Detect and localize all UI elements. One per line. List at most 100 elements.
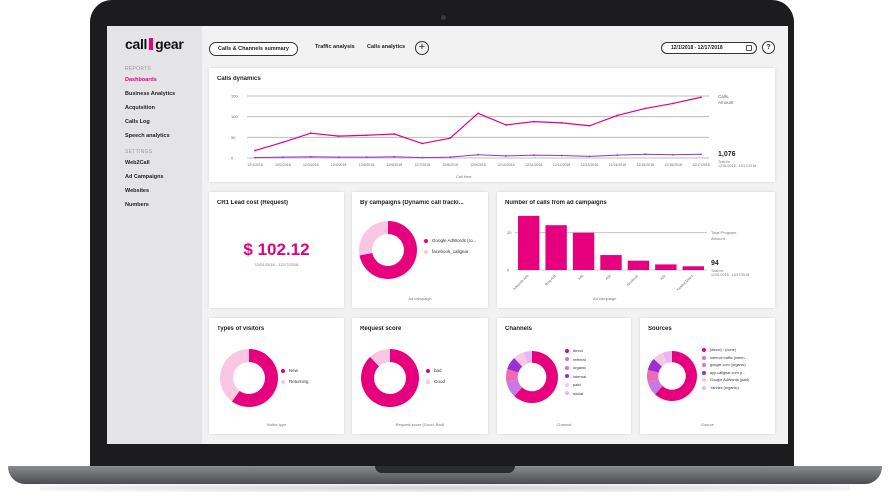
donut-slice[interactable]: [507, 358, 523, 373]
data-point[interactable]: [532, 120, 535, 123]
data-point[interactable]: [588, 155, 591, 158]
data-point[interactable]: [700, 153, 702, 156]
donut-slice[interactable]: [523, 351, 532, 364]
donut-slice[interactable]: [220, 349, 249, 402]
sidebar-item-speech-analytics[interactable]: Speech analytics: [125, 133, 170, 139]
logo-text-right: gear: [155, 36, 184, 52]
bar[interactable]: [572, 232, 595, 270]
data-point[interactable]: [616, 154, 619, 157]
data-point[interactable]: [616, 114, 619, 117]
bar[interactable]: [518, 215, 540, 270]
tab-traffic-analysis[interactable]: Traffic analysis: [315, 44, 355, 50]
laptop-shadow: [40, 484, 850, 492]
data-point[interactable]: [449, 137, 452, 140]
legend-item[interactable]: internal: [565, 374, 586, 379]
bar[interactable]: [600, 255, 622, 270]
data-point[interactable]: [588, 124, 591, 127]
data-point[interactable]: [700, 96, 702, 99]
data-point[interactable]: [644, 107, 647, 110]
data-point[interactable]: [477, 112, 479, 115]
data-point[interactable]: [449, 156, 452, 159]
legend-item[interactable]: referral: [565, 357, 586, 362]
data-point[interactable]: [337, 156, 340, 159]
data-point[interactable]: [672, 102, 675, 105]
data-point[interactable]: [281, 156, 284, 159]
legend-item[interactable]: facebook_callgear: [424, 249, 476, 254]
sidebar-item-acquisition[interactable]: Acquisition: [125, 105, 155, 111]
legend-item[interactable]: Good: [426, 379, 445, 384]
sidebar-item-web2call[interactable]: Web2Call: [125, 160, 150, 166]
data-point[interactable]: [254, 156, 256, 159]
data-point[interactable]: [504, 124, 507, 126]
legend-item[interactable]: app.callgear.com (r...: [702, 370, 749, 375]
tab-calls-channels-summary[interactable]: Calls & Channels summary: [209, 42, 298, 56]
x-tick-label: Ads: [659, 274, 666, 281]
sidebar-item-calls-log[interactable]: Calls Log: [125, 119, 150, 125]
donut-slice[interactable]: [647, 358, 662, 373]
data-point[interactable]: [337, 135, 340, 137]
donut-slice[interactable]: [361, 349, 419, 407]
bar[interactable]: [655, 264, 677, 270]
legend-label: bad: [434, 368, 442, 373]
donut-slice[interactable]: [506, 379, 523, 396]
legend-item[interactable]: paid: [565, 382, 586, 387]
logo[interactable]: call gear: [125, 36, 202, 52]
data-point[interactable]: [477, 153, 479, 156]
donut-slice[interactable]: [654, 351, 697, 401]
data-point[interactable]: [365, 156, 368, 159]
data-point[interactable]: [281, 141, 284, 144]
legend-item[interactable]: direct: [565, 348, 586, 353]
sidebar-item-websites[interactable]: Websites: [125, 188, 150, 194]
data-point[interactable]: [560, 154, 563, 157]
legend-item[interactable]: google.com (organic): [702, 363, 749, 367]
donut-slice[interactable]: [359, 221, 417, 279]
donut-slice[interactable]: [514, 351, 558, 403]
data-point[interactable]: [532, 154, 535, 157]
data-point[interactable]: [254, 149, 256, 152]
legend-item[interactable]: internal traffic (intern...: [702, 355, 749, 360]
date-range-picker[interactable]: 12/1/2018 - 12/17/2018: [661, 42, 757, 54]
donut-slice[interactable]: [653, 352, 667, 367]
sidebar-item-ad-campaigns[interactable]: Ad Campaigns: [125, 174, 164, 180]
legend-item[interactable]: Returning: [281, 379, 309, 384]
bar[interactable]: [682, 266, 704, 270]
data-point[interactable]: [309, 155, 312, 158]
donut-slice[interactable]: [370, 349, 390, 367]
data-point[interactable]: [365, 134, 368, 137]
legend-item[interactable]: bad: [426, 368, 445, 373]
donut-slice[interactable]: [359, 221, 388, 256]
data-point[interactable]: [644, 153, 647, 156]
data-point[interactable]: [672, 153, 675, 156]
donut-slice[interactable]: [662, 351, 672, 364]
data-point[interactable]: [393, 133, 396, 135]
legend-item[interactable]: Google AdWords (ro...: [424, 238, 476, 243]
legend-item[interactable]: New: [281, 368, 309, 373]
data-point[interactable]: [421, 156, 424, 159]
data-point[interactable]: [393, 155, 396, 158]
legend-item[interactable]: organic: [565, 365, 586, 370]
help-button[interactable]: ?: [762, 41, 775, 54]
data-point[interactable]: [309, 132, 312, 135]
donut-slice[interactable]: [514, 352, 528, 367]
sidebar-item-business-analytics[interactable]: Business Analytics: [125, 91, 176, 97]
legend-item[interactable]: Google AdWords (paid): [702, 378, 749, 382]
calls-total-period: 12/01/2018 - 12/17/2018: [718, 164, 757, 168]
sidebar-item-numbers[interactable]: Numbers: [125, 202, 149, 208]
sidebar-item-dashboards[interactable]: Dashboards: [125, 77, 157, 83]
donut-slice[interactable]: [231, 349, 278, 407]
data-point[interactable]: [504, 155, 507, 157]
data-point[interactable]: [421, 142, 424, 145]
tab-calls-analytics[interactable]: Calls analytics: [367, 44, 406, 50]
donut-slice[interactable]: [506, 368, 519, 382]
channels-legend: direct referral organic internal paid so…: [565, 348, 586, 399]
add-tab-button[interactable]: +: [415, 41, 429, 55]
bar[interactable]: [627, 260, 650, 270]
visitors-donut: [220, 349, 278, 407]
legend-item[interactable]: Yandex (organic): [702, 385, 749, 390]
donut-slice[interactable]: [647, 369, 659, 383]
legend-item[interactable]: (direct) / (none): [702, 348, 749, 352]
legend-item[interactable]: social: [565, 391, 586, 396]
donut-slice[interactable]: [647, 379, 663, 395]
data-point[interactable]: [560, 121, 563, 124]
bar[interactable]: [545, 225, 567, 270]
